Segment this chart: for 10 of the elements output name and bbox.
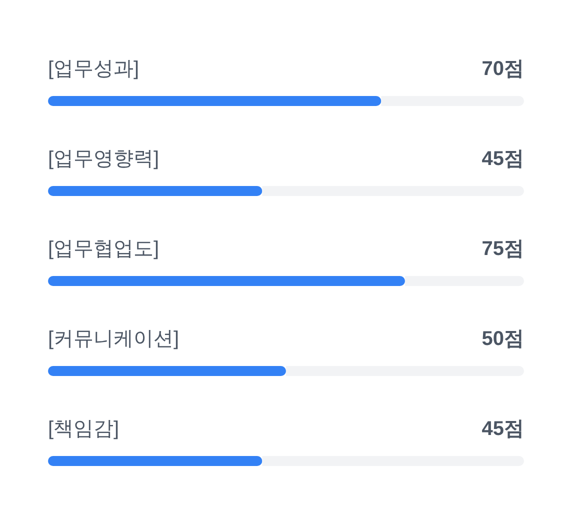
category-label: [업무협업도] [48,238,160,260]
value-label: 70점 [482,58,524,80]
category-label: [커뮤니케이션] [48,328,180,350]
value-label: 45점 [482,418,524,440]
value-label: 75점 [482,238,524,260]
value-label: 50점 [482,328,524,350]
category-label: [업무영향력] [48,148,160,170]
category-label: [책임감] [48,418,120,440]
value-label: 45점 [482,148,524,170]
category-label: [업무성과] [48,58,140,80]
